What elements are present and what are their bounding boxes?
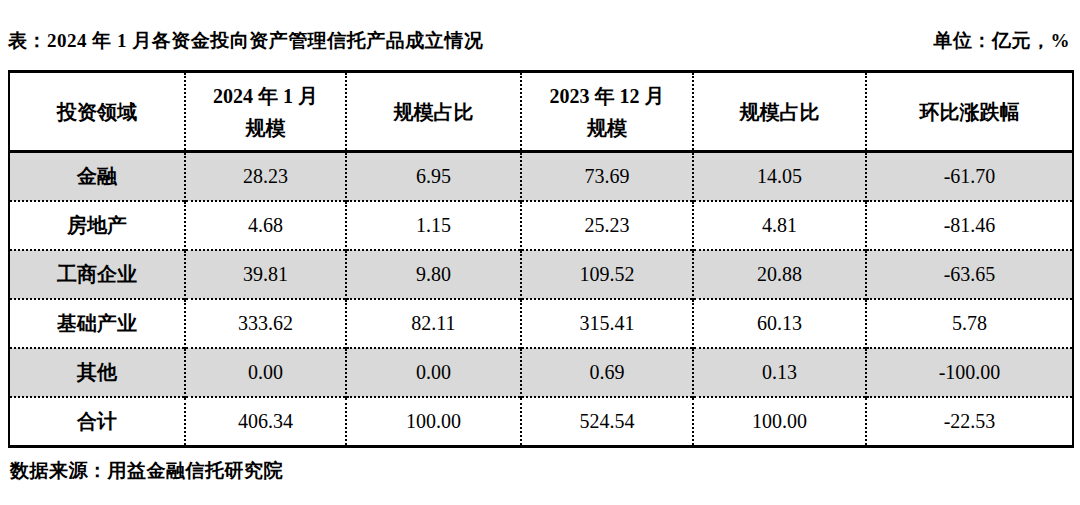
cell-share-2024: 6.95 xyxy=(346,152,521,202)
data-source: 数据来源：用益金融信托研究院 xyxy=(8,448,1072,484)
cell-share-2024: 1.15 xyxy=(346,201,521,250)
cell-mom-change: -81.46 xyxy=(866,201,1073,250)
cell-share-2023: 4.81 xyxy=(693,201,866,250)
cell-scale-2023: 315.41 xyxy=(521,299,693,348)
header-share-2024: 规模占比 xyxy=(346,72,521,152)
cell-mom-change: -63.65 xyxy=(866,250,1073,299)
cell-scale-2024: 4.68 xyxy=(185,201,346,250)
table-row: 基础产业 333.62 82.11 315.41 60.13 5.78 xyxy=(9,299,1073,348)
cell-sector: 房地产 xyxy=(9,201,185,250)
header-row: 投资领域 2024 年 1 月 规模 规模占比 2023 年 12 月 规模 规… xyxy=(9,72,1073,152)
cell-mom-change: -61.70 xyxy=(866,152,1073,202)
cell-sector: 金融 xyxy=(9,152,185,202)
table-title: 表：2024 年 1 月各资金投向资产管理信托产品成立情况 xyxy=(8,28,483,54)
cell-scale-2023: 73.69 xyxy=(521,152,693,202)
cell-share-2023: 60.13 xyxy=(693,299,866,348)
table-row: 其他 0.00 0.00 0.69 0.13 -100.00 xyxy=(9,348,1073,397)
cell-scale-2023: 0.69 xyxy=(521,348,693,397)
cell-share-2023: 100.00 xyxy=(693,397,866,447)
cell-mom-change: 5.78 xyxy=(866,299,1073,348)
cell-share-2024: 82.11 xyxy=(346,299,521,348)
cell-share-2024: 100.00 xyxy=(346,397,521,447)
cell-scale-2023: 25.23 xyxy=(521,201,693,250)
cell-share-2023: 14.05 xyxy=(693,152,866,202)
cell-share-2023: 20.88 xyxy=(693,250,866,299)
header-investment-sector: 投资领域 xyxy=(9,72,185,152)
table-row: 金融 28.23 6.95 73.69 14.05 -61.70 xyxy=(9,152,1073,202)
header-2024-jan-scale: 2024 年 1 月 规模 xyxy=(185,72,346,152)
cell-scale-2024: 39.81 xyxy=(185,250,346,299)
cell-scale-2024: 0.00 xyxy=(185,348,346,397)
cell-scale-2024: 28.23 xyxy=(185,152,346,202)
report-page: 表：2024 年 1 月各资金投向资产管理信托产品成立情况 单位：亿元，% 投资… xyxy=(0,0,1080,505)
cell-sector: 基础产业 xyxy=(9,299,185,348)
cell-mom-change: -22.53 xyxy=(866,397,1073,447)
header-mom-change: 环比涨跌幅 xyxy=(866,72,1073,152)
cell-scale-2023: 524.54 xyxy=(521,397,693,447)
cell-share-2024: 0.00 xyxy=(346,348,521,397)
table-row: 房地产 4.68 1.15 25.23 4.81 -81.46 xyxy=(9,201,1073,250)
cell-sector: 工商企业 xyxy=(9,250,185,299)
cell-sector: 其他 xyxy=(9,348,185,397)
trust-products-table: 投资领域 2024 年 1 月 规模 规模占比 2023 年 12 月 规模 规… xyxy=(8,70,1074,448)
unit-label: 单位：亿元，% xyxy=(934,28,1071,54)
cell-scale-2024: 406.34 xyxy=(185,397,346,447)
cell-share-2023: 0.13 xyxy=(693,348,866,397)
cell-scale-2024: 333.62 xyxy=(185,299,346,348)
title-row: 表：2024 年 1 月各资金投向资产管理信托产品成立情况 单位：亿元，% xyxy=(8,8,1072,70)
table-row-total: 合计 406.34 100.00 524.54 100.00 -22.53 xyxy=(9,397,1073,447)
cell-share-2024: 9.80 xyxy=(346,250,521,299)
header-share-2023: 规模占比 xyxy=(693,72,866,152)
header-2023-dec-scale: 2023 年 12 月 规模 xyxy=(521,72,693,152)
cell-sector: 合计 xyxy=(9,397,185,447)
cell-scale-2023: 109.52 xyxy=(521,250,693,299)
cell-mom-change: -100.00 xyxy=(866,348,1073,397)
table-row: 工商企业 39.81 9.80 109.52 20.88 -63.65 xyxy=(9,250,1073,299)
